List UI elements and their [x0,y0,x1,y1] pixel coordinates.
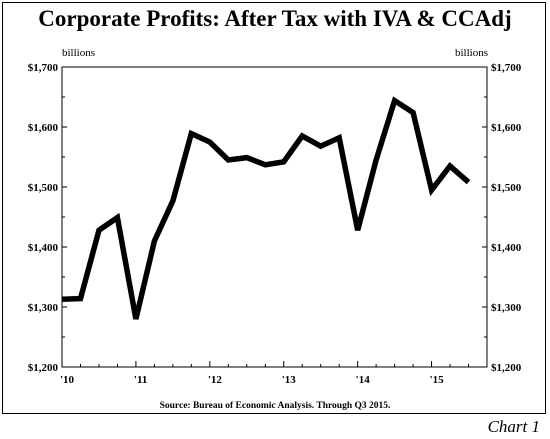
data-point [393,99,397,103]
y-unit-label-right: billions [454,47,488,59]
x-tick-label: '15 [430,374,445,386]
x-tick-label: '13 [282,374,297,386]
data-point [430,188,434,192]
y-tick-label-left: $1,700 [28,62,59,74]
data-point [152,239,156,243]
y-axis-left: $1,200 $1,300 $1,400 $1,500 $1,600 $1,700 [28,62,67,374]
data-point [356,228,360,232]
data-point [226,158,230,162]
data-point [337,136,341,140]
y-tick-label-left: $1,400 [28,242,59,254]
x-axis: '10 '11 '12 '13 '14 '15 [60,361,488,386]
x-tick-label: '10 [60,374,75,386]
series-line [61,96,471,320]
data-point [78,297,82,301]
data-point [319,144,323,148]
chart-title: Corporate Profits: After Tax with IVA & … [38,6,512,31]
data-point [448,164,452,168]
data-point [374,158,378,162]
data-point [467,180,471,184]
data-point [134,317,138,321]
y-tick-label-left: $1,600 [28,122,59,134]
data-point [411,111,415,115]
data-point [171,199,175,203]
data-point [60,297,64,301]
y-tick-label-right: $1,200 [491,362,522,374]
x-tick-label: '12 [208,374,223,386]
y-tick-label-right: $1,600 [491,122,522,134]
chart-number: Chart 1 [487,417,540,436]
y-unit-label-left: billions [62,47,96,59]
y-tick-label-right: $1,500 [491,182,522,194]
chart-frame [2,2,546,414]
data-point [208,140,212,144]
y-tick-label-left: $1,300 [28,302,59,314]
y-axis-right: $1,200 $1,300 $1,400 $1,500 $1,600 $1,700 [482,62,522,374]
y-tick-label-right: $1,400 [491,242,522,254]
y-tick-label-right: $1,300 [491,302,522,314]
data-point [282,160,286,164]
y-tick-label-left: $1,500 [28,182,59,194]
y-tick-label-left: $1,200 [28,362,59,374]
plot-area [61,66,488,368]
data-point [189,132,193,136]
data-point [263,163,267,167]
y-tick-label-right: $1,700 [491,62,522,74]
data-point [97,228,101,232]
source-note: Source: Bureau of Economic Analysis. Thr… [159,401,391,411]
x-tick-label: '14 [356,374,371,386]
data-point [115,216,119,220]
data-point [245,156,249,160]
data-points [60,99,471,321]
x-tick-label: '11 [134,374,147,386]
data-point [300,134,304,138]
